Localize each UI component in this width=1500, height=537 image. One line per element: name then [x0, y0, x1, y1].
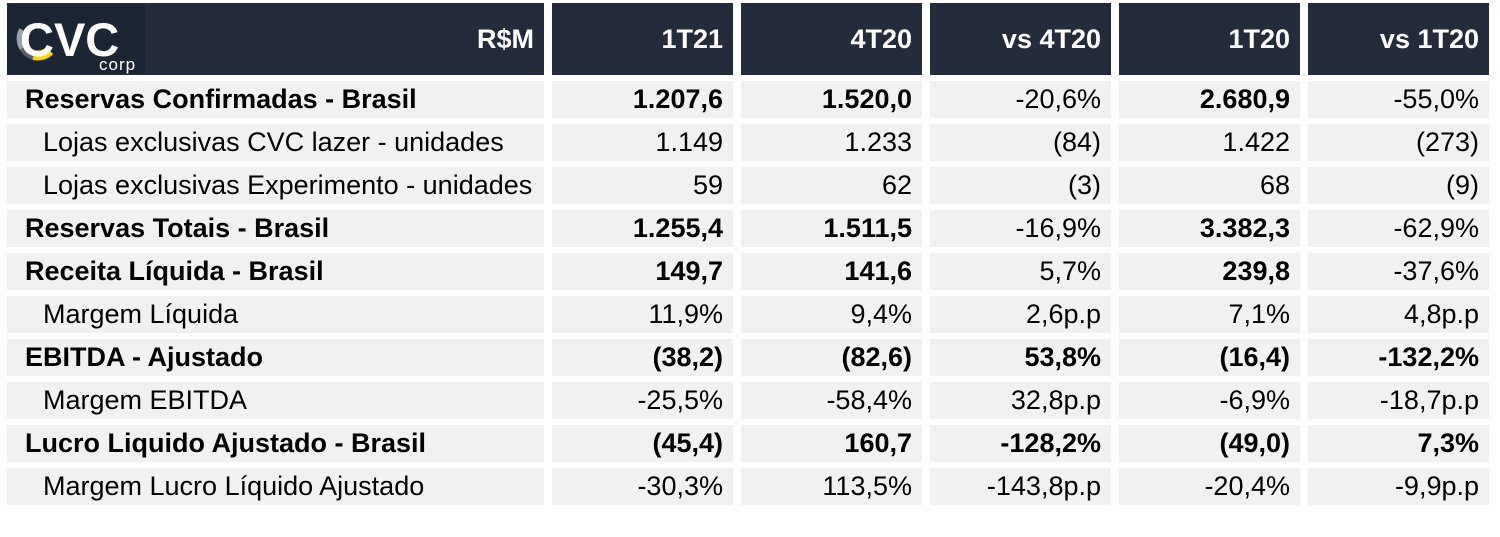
row-value: 7,1% [1119, 296, 1300, 333]
row-value: 59 [552, 167, 733, 204]
row-value: -62,9% [1308, 210, 1489, 247]
table-header-row: R$M 1T21 4T20 vs 4T20 1T20 vs 1T20 [7, 3, 1489, 75]
row-value: 1.255,4 [552, 210, 733, 247]
logo-brand-text: CVC [20, 13, 119, 66]
table-row-section: Lucro Liquido Ajustado - Brasil (45,4) 1… [7, 425, 1489, 462]
row-value: -132,2% [1308, 339, 1489, 376]
row-value: (16,4) [1119, 339, 1300, 376]
row-value: 141,6 [741, 253, 922, 290]
table-row-detail: Lojas exclusivas CVC lazer - unidades 1.… [7, 124, 1489, 161]
row-value: 1.511,5 [741, 210, 922, 247]
row-value: -20,6% [930, 81, 1111, 118]
row-value: 1.207,6 [552, 81, 733, 118]
table-row-section: Reservas Totais - Brasil 1.255,4 1.511,5… [7, 210, 1489, 247]
row-value: -55,0% [1308, 81, 1489, 118]
row-value: 2.680,9 [1119, 81, 1300, 118]
table-row-detail: Lojas exclusivas Experimento - unidades … [7, 167, 1489, 204]
row-value: (9) [1308, 167, 1489, 204]
table-row-section: EBITDA - Ajustado (38,2) (82,6) 53,8% (1… [7, 339, 1489, 376]
column-header-1t20: 1T20 [1119, 3, 1300, 75]
row-value: (82,6) [741, 339, 922, 376]
row-value: 68 [1119, 167, 1300, 204]
row-value: -143,8p.p [930, 468, 1111, 505]
row-value: 1.149 [552, 124, 733, 161]
column-header-vs-4t20: vs 4T20 [930, 3, 1111, 75]
row-label: Lojas exclusivas Experimento - unidades [7, 167, 544, 204]
row-value: (49,0) [1119, 425, 1300, 462]
row-value: -25,5% [552, 382, 733, 419]
table-row-detail: Margem EBITDA -25,5% -58,4% 32,8p.p -6,9… [7, 382, 1489, 419]
row-value: 113,5% [741, 468, 922, 505]
row-label: Reservas Confirmadas - Brasil [7, 81, 544, 118]
row-value: -58,4% [741, 382, 922, 419]
row-value: 62 [741, 167, 922, 204]
row-value: 160,7 [741, 425, 922, 462]
logo-background [7, 4, 145, 74]
row-value: 7,3% [1308, 425, 1489, 462]
table-row-section: Receita Líquida - Brasil 149,7 141,6 5,7… [7, 253, 1489, 290]
row-label: Lucro Liquido Ajustado - Brasil [7, 425, 544, 462]
row-label: EBITDA - Ajustado [7, 339, 544, 376]
table-row-detail: Margem Lucro Líquido Ajustado -30,3% 113… [7, 468, 1489, 505]
row-value: -128,2% [930, 425, 1111, 462]
column-header-4t20: 4T20 [741, 3, 922, 75]
row-value: -9,9p.p [1308, 468, 1489, 505]
table-row-detail: Margem Líquida 11,9% 9,4% 2,6p.p 7,1% 4,… [7, 296, 1489, 333]
row-value: 149,7 [552, 253, 733, 290]
row-label: Lojas exclusivas CVC lazer - unidades [7, 124, 544, 161]
row-value: (38,2) [552, 339, 733, 376]
row-value: 9,4% [741, 296, 922, 333]
row-value: 1.520,0 [741, 81, 922, 118]
row-value: (45,4) [552, 425, 733, 462]
row-value: 2,6p.p [930, 296, 1111, 333]
row-value: 53,8% [930, 339, 1111, 376]
row-value: -20,4% [1119, 468, 1300, 505]
logo-ring-icon [16, 28, 54, 61]
row-value: (84) [930, 124, 1111, 161]
quarterly-results-table: R$M 1T21 4T20 vs 4T20 1T20 vs 1T20 Reser… [7, 3, 1489, 505]
row-value: 5,7% [930, 253, 1111, 290]
row-label: Receita Líquida - Brasil [7, 253, 544, 290]
column-header-1t21: 1T21 [552, 3, 733, 75]
row-value: -18,7p.p [1308, 382, 1489, 419]
row-value: 239,8 [1119, 253, 1300, 290]
row-label: Reservas Totais - Brasil [7, 210, 544, 247]
table-row-section: Reservas Confirmadas - Brasil 1.207,6 1.… [7, 81, 1489, 118]
row-value: -37,6% [1308, 253, 1489, 290]
row-value: -16,9% [930, 210, 1111, 247]
row-value: 32,8p.p [930, 382, 1111, 419]
cvc-corp-logo: CVC corp [7, 4, 145, 74]
column-header-vs-1t20: vs 1T20 [1308, 3, 1489, 75]
row-value: -30,3% [552, 468, 733, 505]
row-label: Margem Líquida [7, 296, 544, 333]
row-value: 4,8p.p [1308, 296, 1489, 333]
row-value: (3) [930, 167, 1111, 204]
row-value: 1.422 [1119, 124, 1300, 161]
row-value: 1.233 [741, 124, 922, 161]
row-label: Margem Lucro Líquido Ajustado [7, 468, 544, 505]
row-value: 11,9% [552, 296, 733, 333]
logo-sub-text: corp [99, 55, 136, 74]
row-value: (273) [1308, 124, 1489, 161]
row-label: Margem EBITDA [7, 382, 544, 419]
row-value: -6,9% [1119, 382, 1300, 419]
row-value: 3.382,3 [1119, 210, 1300, 247]
